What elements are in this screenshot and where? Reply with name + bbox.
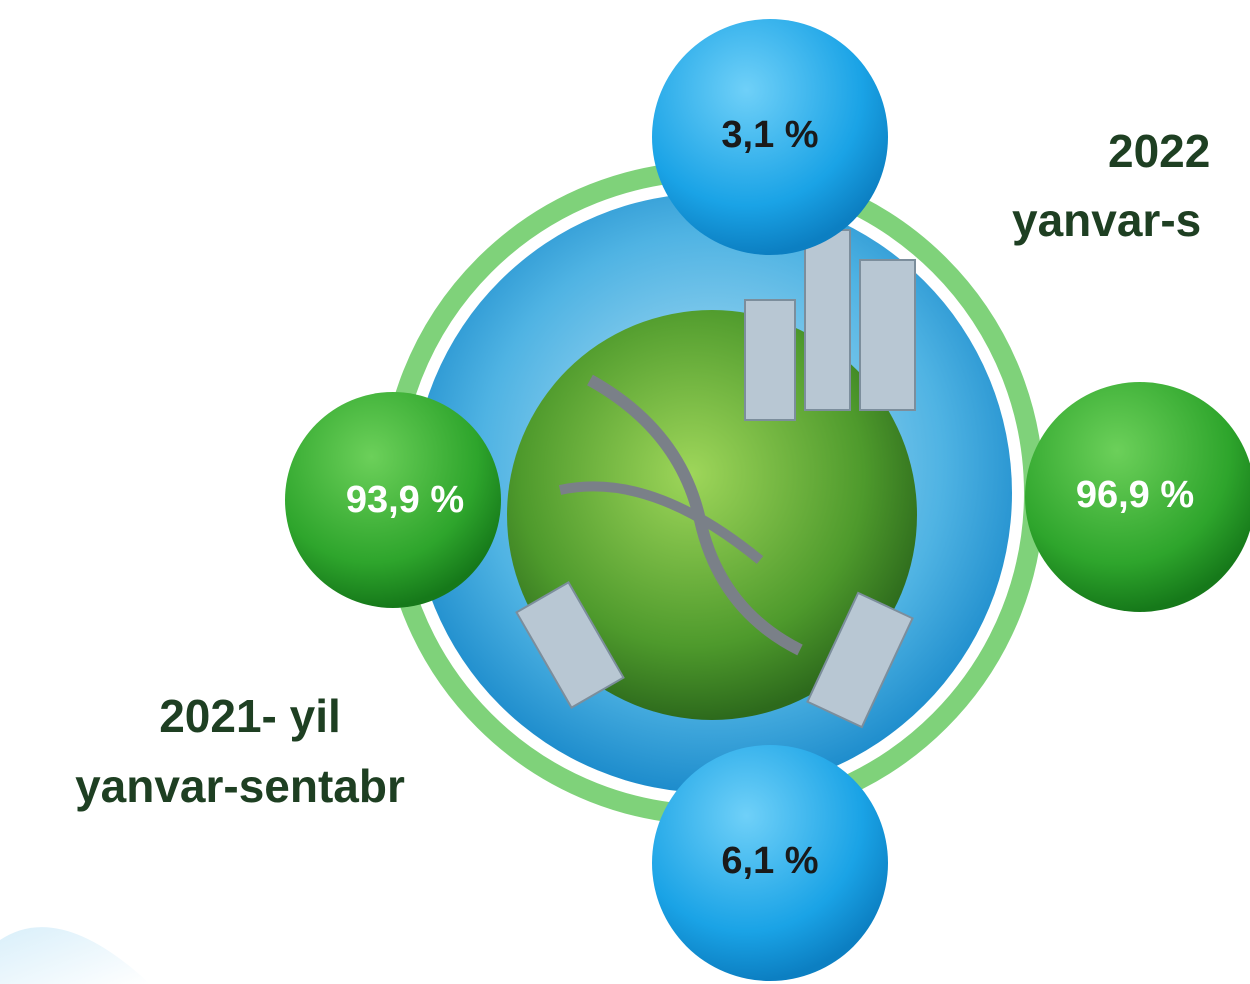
period-label: yanvar-s — [1012, 194, 1201, 246]
bubble-value: 6,1 % — [721, 840, 818, 882]
bubble-value: 3,1 % — [721, 114, 818, 156]
bubble-value: 93,9 % — [346, 479, 464, 521]
corner-swoosh — [0, 927, 150, 984]
period-label: 2022 — [1108, 125, 1210, 177]
bubble-value: 96,9 % — [1076, 474, 1194, 516]
page: 3,1 % 93,9 % 96,9 % 6,1 % 2021- yil yanv… — [0, 0, 1250, 984]
period-label: yanvar-sentabr — [75, 760, 405, 812]
infographic: 3,1 % 93,9 % 96,9 % 6,1 % 2021- yil yanv… — [0, 0, 1250, 984]
period-label: 2021- yil — [159, 690, 341, 742]
